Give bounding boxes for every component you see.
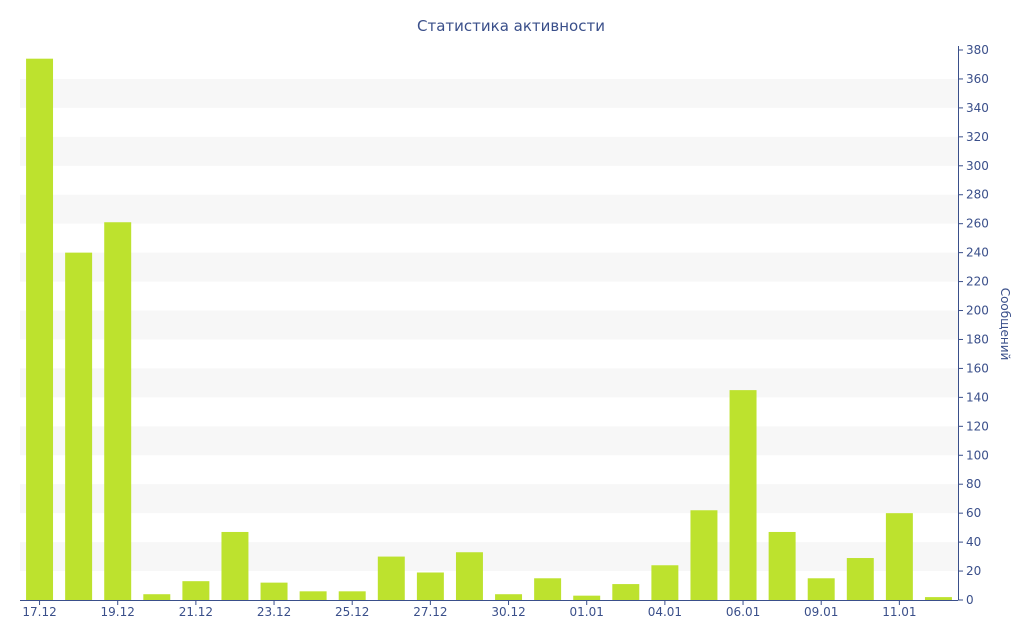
x-tick-label: 11.01 bbox=[882, 605, 916, 619]
grid-bands bbox=[20, 78, 958, 572]
y-tick-label: 300 bbox=[966, 159, 989, 173]
y-tick-label: 340 bbox=[966, 101, 989, 115]
bar bbox=[221, 531, 249, 600]
bar bbox=[924, 597, 952, 600]
y-tick-label: 20 bbox=[966, 564, 981, 578]
y-tick-label: 100 bbox=[966, 448, 989, 462]
x-tick-label: 19.12 bbox=[101, 605, 135, 619]
x-tick-label: 17.12 bbox=[22, 605, 56, 619]
bar bbox=[495, 594, 523, 600]
grid-band bbox=[20, 484, 958, 514]
bar bbox=[690, 510, 718, 600]
grid-band bbox=[20, 78, 958, 108]
bar bbox=[143, 594, 171, 600]
bar bbox=[338, 591, 366, 600]
bar bbox=[455, 552, 483, 600]
bar bbox=[573, 595, 601, 600]
bar bbox=[768, 531, 796, 600]
grid-band bbox=[20, 368, 958, 398]
x-axis: 17.12 19.12 21.12 23.12 25.12 27.12 30.12 01.01… bbox=[20, 600, 958, 619]
bar bbox=[651, 565, 679, 600]
bar bbox=[416, 572, 444, 600]
y-tick-label: 80 bbox=[966, 477, 981, 491]
bar-series bbox=[26, 58, 952, 601]
y-tick-label: 120 bbox=[966, 419, 989, 433]
grid-band bbox=[20, 426, 958, 456]
y-tick-label: 0 bbox=[966, 593, 974, 607]
bar bbox=[65, 252, 93, 600]
x-tick-label: 06.01 bbox=[726, 605, 760, 619]
grid-band bbox=[20, 136, 958, 166]
bar bbox=[846, 558, 874, 600]
x-tick-label: 04.01 bbox=[648, 605, 682, 619]
y-tick-label: 180 bbox=[966, 332, 989, 346]
x-tick-label: 27.12 bbox=[413, 605, 447, 619]
y-tick-label: 140 bbox=[966, 390, 989, 404]
bar bbox=[729, 390, 757, 600]
y-tick-label: 220 bbox=[966, 275, 989, 289]
y-tick-label: 200 bbox=[966, 304, 989, 318]
x-tick-label: 25.12 bbox=[335, 605, 369, 619]
y-tick-label: 280 bbox=[966, 188, 989, 202]
bar bbox=[104, 222, 132, 601]
bar bbox=[26, 58, 54, 601]
y-tick-label: 240 bbox=[966, 246, 989, 260]
x-tick-label: 30.12 bbox=[491, 605, 525, 619]
y-tick-label: 60 bbox=[966, 506, 981, 520]
bar bbox=[885, 513, 913, 600]
x-tick-label: 23.12 bbox=[257, 605, 291, 619]
y-tick-label: 160 bbox=[966, 361, 989, 375]
y-tick-label: 380 bbox=[966, 43, 989, 57]
chart-title: Статистика активности bbox=[417, 17, 605, 35]
bar bbox=[612, 584, 640, 600]
x-tick-label: 21.12 bbox=[179, 605, 213, 619]
grid-band bbox=[20, 310, 958, 340]
bar bbox=[534, 578, 562, 600]
grid-band bbox=[20, 194, 958, 224]
x-tick-label: 01.01 bbox=[570, 605, 604, 619]
bar bbox=[807, 578, 835, 600]
bar bbox=[299, 591, 327, 600]
bar bbox=[377, 556, 405, 600]
y-axis: 0 20 40 60 80 100 120 140 160 180 200 220 240 260 280 3… bbox=[958, 43, 989, 607]
y-tick-label: 360 bbox=[966, 72, 989, 86]
grid-band bbox=[20, 252, 958, 282]
grid-band bbox=[20, 542, 958, 572]
y-tick-label: 260 bbox=[966, 217, 989, 231]
bar bbox=[260, 582, 288, 600]
y-tick-label: 40 bbox=[966, 535, 981, 549]
y-axis-label: Сообщений bbox=[998, 288, 1012, 361]
y-tick-label: 320 bbox=[966, 130, 989, 144]
bar bbox=[182, 581, 210, 600]
x-tick-label: 09.01 bbox=[804, 605, 838, 619]
